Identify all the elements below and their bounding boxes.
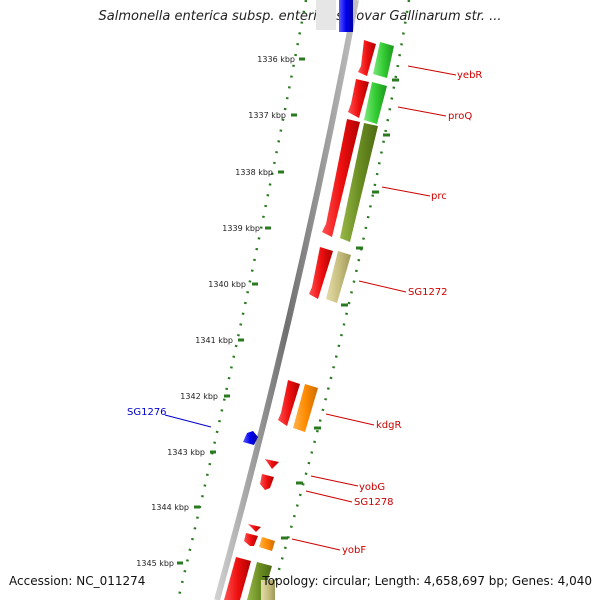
tick-1340: 1340 kbp xyxy=(208,280,258,289)
gene-kdgR-label: kdgR xyxy=(376,420,401,431)
tick-label-1342: 1342 kbp xyxy=(180,392,218,401)
gene-yobF-label: yobF xyxy=(342,545,366,556)
gene-proQ[interactable]: proQ xyxy=(348,79,472,124)
tick-label-1344: 1344 kbp xyxy=(151,503,189,512)
tick-label-1336: 1336 kbp xyxy=(257,55,295,64)
tick-1336: 1336 kbp xyxy=(257,55,305,64)
gene-SG1272[interactable]: SG1272 xyxy=(309,247,448,303)
gene-kdgR[interactable]: kdgR xyxy=(278,380,401,432)
gene-SG1278-leader xyxy=(305,490,353,503)
gene-yebR[interactable]: yebR xyxy=(358,40,482,81)
gene-prc-label: prc xyxy=(431,191,447,202)
gene-yebR-label: yebR xyxy=(457,70,482,81)
tick-1339: 1339 kbp xyxy=(222,224,271,233)
tick-label-1341: 1341 kbp xyxy=(195,336,233,345)
gene-proQ-annotation xyxy=(364,82,387,124)
tick-1344: 1344 kbp xyxy=(151,503,200,512)
gene-small-feature xyxy=(265,459,279,469)
tick-label-1340: 1340 kbp xyxy=(208,280,246,289)
tick-1342: 1342 kbp xyxy=(180,392,230,401)
gene-yobF-annotation xyxy=(259,537,275,551)
gene-bottom-olive xyxy=(247,562,272,600)
gene-prc-cds xyxy=(322,119,360,237)
gene-SG1276-cds xyxy=(243,431,258,445)
gene-kdgR-annotation xyxy=(293,384,318,432)
gene-SG1272-leader xyxy=(358,280,407,293)
accession-text: Accession: NC_011274 xyxy=(9,574,146,588)
tick-1345: 1345 kbp xyxy=(136,559,183,568)
gene-yobF-leader xyxy=(291,538,341,551)
tick-1341: 1341 kbp xyxy=(195,336,244,345)
gene-kdgR-leader xyxy=(325,413,375,426)
gene-yebR-annotation xyxy=(373,42,394,78)
gene-kdgR-cds xyxy=(278,380,300,426)
gene-SG1278[interactable]: SG1278 xyxy=(305,490,394,508)
gene-small-red-b xyxy=(244,533,258,546)
gene-bottom-khaki xyxy=(261,580,275,600)
gene-prc[interactable]: prc xyxy=(322,119,447,242)
tick-1338: 1338 kbp xyxy=(235,168,284,177)
gene-SG1278-label: SG1278 xyxy=(354,497,394,508)
gene-bottom-red xyxy=(224,557,251,600)
scale-track-outer xyxy=(268,0,411,600)
gene-prc-annotation xyxy=(340,123,378,242)
tick-label-1345: 1345 kbp xyxy=(136,559,174,568)
gene-SG1272-cds xyxy=(309,247,333,299)
outer-ticks xyxy=(281,78,399,540)
tick-label-1343: 1343 kbp xyxy=(167,448,205,457)
tick-label-1339: 1339 kbp xyxy=(222,224,260,233)
gene-proQ-cds xyxy=(348,79,369,118)
gene-yobG[interactable]: yobG xyxy=(260,474,385,493)
gene-SG1272-label: SG1272 xyxy=(408,287,448,298)
gene-proQ-leader xyxy=(397,106,447,117)
gene-yobF[interactable]: yobF xyxy=(259,537,366,556)
genome-title: Salmonella enterica subsp. enterica sero… xyxy=(98,9,502,24)
tick-1337: 1337 kbp xyxy=(248,111,297,120)
gene-small-red-a xyxy=(248,524,261,532)
gene-prc-leader xyxy=(381,186,431,197)
gene-yobG-label: yobG xyxy=(359,482,385,493)
genome-backbone xyxy=(214,0,359,600)
gene-yobG-cds xyxy=(260,474,274,490)
gene-SG1276-label: SG1276 xyxy=(127,407,167,418)
tick-label-1338: 1338 kbp xyxy=(235,168,273,177)
topology-text: Topology: circular; Length: 4,658,697 bp… xyxy=(262,574,592,588)
gene-yebR-cds xyxy=(358,40,376,76)
gene-yobG-leader xyxy=(310,475,359,487)
gene-proQ-label: proQ xyxy=(448,111,472,122)
gene-yebR-leader xyxy=(407,65,457,76)
gene-SG1276[interactable]: SG1276 xyxy=(127,407,258,445)
feature-top-grey xyxy=(316,0,336,30)
tick-label-1337: 1337 kbp xyxy=(248,111,286,120)
feature-top-blue xyxy=(339,0,353,32)
gene-SG1272-annotation xyxy=(326,251,351,303)
tick-1343: 1343 kbp xyxy=(167,448,216,457)
gene-SG1276-leader xyxy=(164,414,212,428)
